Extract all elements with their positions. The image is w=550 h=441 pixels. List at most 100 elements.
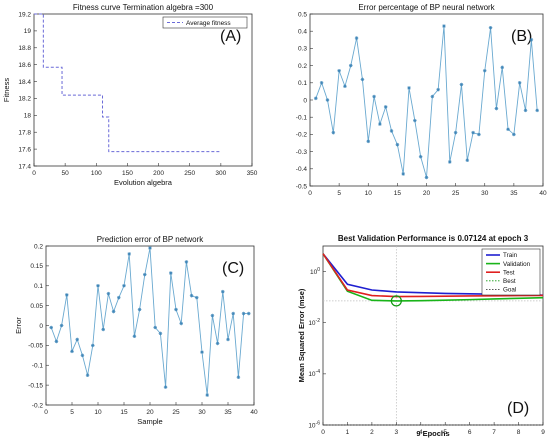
x-tick-label: 4	[419, 429, 423, 436]
panel-label: (D)	[507, 400, 529, 417]
data-point	[418, 154, 423, 159]
y-tick-label: 17.8	[18, 130, 31, 137]
data-point	[523, 108, 528, 113]
x-tick-label: 200	[153, 170, 164, 177]
panel-B: 0 5 10 15 20 25 30 35 40 -0.5 -0.4 -0.3 -0.2 -0.1 0 0.1…	[296, 3, 547, 197]
y-tick-label: 0.2	[34, 243, 43, 250]
y-tick-label: 19.2	[18, 11, 31, 18]
data-point	[395, 142, 400, 147]
chart-title: Error percentage of BP neural network	[358, 3, 495, 12]
y-tick-label: 19	[24, 28, 32, 35]
legend-label-goal: Goal	[503, 287, 516, 294]
data-point	[221, 289, 225, 294]
y-tick-label: 100	[310, 267, 320, 276]
y-axis-label: Fitness	[2, 78, 11, 102]
y-tick-label: 0.3	[298, 46, 307, 53]
axes-box	[33, 13, 253, 167]
y-tick-label: 18	[24, 113, 32, 120]
data-point	[354, 36, 359, 40]
data-point	[236, 375, 241, 379]
panel-label: (B)	[511, 28, 532, 45]
data-point	[122, 283, 126, 288]
panel-label: (C)	[222, 260, 244, 277]
data-point	[80, 353, 85, 358]
x-tick-label: 25	[172, 409, 180, 416]
x-tick-label: 3	[395, 429, 399, 436]
legend-label: Average fitness	[186, 20, 231, 27]
y-tick-label: -0.4	[296, 166, 308, 173]
data-point	[163, 385, 168, 389]
data-point	[59, 323, 64, 328]
x-tick-label: 50	[62, 170, 70, 177]
y-axis-label: Mean Squared Error (mse)	[297, 288, 306, 382]
data-point	[517, 81, 522, 85]
y-tick-label: -0.15	[28, 382, 43, 389]
y-tick-label: 18.2	[18, 96, 31, 103]
data-point	[195, 295, 199, 300]
data-point	[465, 158, 470, 162]
data-point	[471, 130, 475, 135]
data-point	[54, 339, 59, 344]
data-point	[231, 311, 235, 316]
data-point	[70, 349, 74, 354]
data-point	[488, 25, 493, 30]
data-point	[210, 313, 215, 318]
x-tick-label: 5	[443, 429, 447, 436]
data-point	[75, 337, 79, 342]
data-point	[247, 311, 251, 316]
legend-box	[162, 16, 248, 29]
data-point	[413, 118, 417, 123]
x-tick-label: 150	[122, 170, 133, 177]
data-point	[383, 105, 388, 109]
data-point	[143, 272, 147, 277]
data-point	[442, 24, 446, 28]
x-tick-label: 7	[492, 429, 496, 436]
y-tick-label: 0.2	[298, 63, 307, 70]
data-point	[132, 334, 137, 339]
x-tick-label: 10	[365, 190, 373, 197]
panel-A: 0 50 100 150 200 250 300 350 17.4 17.6 17.8 18 18.2 1…	[2, 3, 258, 187]
data-point	[174, 307, 178, 312]
data-point	[106, 291, 111, 296]
data-point	[424, 175, 429, 180]
y-tick-label: 0.1	[34, 283, 43, 290]
data-point	[535, 108, 539, 113]
y-tick-label: 0	[39, 323, 43, 330]
y-tick-label: 18.4	[18, 79, 31, 86]
data-point	[101, 327, 105, 332]
data-point	[137, 307, 142, 312]
y-tick-label: 0.1	[298, 80, 307, 87]
y-tick-label: 0.5	[298, 11, 307, 18]
y-tick-label: 0.15	[30, 263, 43, 270]
y-tick-label: 0	[303, 97, 307, 104]
data-point	[430, 94, 435, 99]
data-point	[314, 96, 318, 101]
data-point	[184, 260, 189, 264]
data-point	[91, 343, 95, 348]
data-point	[407, 86, 411, 90]
data-point	[85, 373, 90, 377]
data-point	[482, 68, 487, 73]
data-point	[337, 68, 341, 73]
data-point	[401, 172, 405, 176]
x-tick-label: 9	[541, 429, 545, 436]
best-marker	[390, 295, 402, 307]
x-tick-label: 35	[224, 409, 232, 416]
data-point	[348, 63, 353, 68]
data-point	[459, 82, 464, 87]
legend-label-validation: Validation	[503, 261, 531, 268]
panel-D: 0 1 2 3 4 5 6 7 8 9 10-6 10-4 10-2 100 Best Validation…	[297, 234, 545, 438]
x-tick-label: 1	[346, 429, 350, 436]
data-point	[325, 98, 330, 102]
x-tick-label: 30	[198, 409, 206, 416]
series-line-validation	[322, 253, 544, 302]
data-point	[512, 132, 516, 137]
x-tick-label: 5	[337, 190, 341, 197]
data-point	[111, 309, 116, 314]
data-point	[65, 293, 69, 297]
chart-title: Prediction error of BP network	[97, 235, 205, 244]
data-point	[343, 84, 347, 89]
y-tick-label: 10-4	[308, 369, 320, 378]
x-tick-label: 350	[247, 170, 258, 177]
